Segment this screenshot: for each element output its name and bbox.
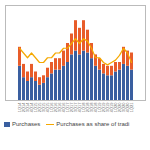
svg-text:1Q20: 1Q20: [113, 102, 119, 113]
svg-text:1Q18: 1Q18: [81, 102, 87, 113]
svg-text:3Q18: 3Q18: [89, 102, 95, 113]
svg-text:1Q17: 1Q17: [65, 102, 71, 113]
svg-text:4Q14: 4Q14: [29, 102, 35, 113]
svg-text:1Q16: 1Q16: [49, 102, 55, 113]
svg-text:4Q20: 4Q20: [125, 102, 131, 113]
svg-text:3Q20: 3Q20: [121, 102, 127, 113]
svg-text:2Q19: 2Q19: [101, 102, 107, 113]
svg-text:2Q18: 2Q18: [85, 102, 91, 113]
svg-text:4Q16: 4Q16: [61, 102, 67, 113]
svg-text:1Q14: 1Q14: [17, 102, 23, 113]
svg-text:2Q15: 2Q15: [37, 102, 43, 113]
svg-text:1Q15: 1Q15: [33, 102, 39, 113]
svg-text:1Q19: 1Q19: [97, 102, 103, 113]
svg-text:4Q18: 4Q18: [93, 102, 99, 113]
svg-text:4Q17: 4Q17: [77, 102, 83, 113]
svg-text:3Q14: 3Q14: [25, 102, 31, 113]
svg-text:2Q16: 2Q16: [53, 102, 59, 113]
svg-text:4Q19: 4Q19: [109, 102, 115, 113]
svg-text:3Q19: 3Q19: [105, 102, 111, 113]
html-text:Purchases: Purchases: [12, 121, 41, 127]
html-text:Purchases as share of tradi: Purchases as share of tradi: [56, 121, 130, 127]
svg-text:3Q17: 3Q17: [73, 102, 79, 113]
svg-text:1Q21: 1Q21: [129, 102, 134, 113]
svg-text:2Q17: 2Q17: [69, 102, 75, 113]
svg-text:4Q15: 4Q15: [45, 102, 51, 113]
svg-text:3Q15: 3Q15: [41, 102, 47, 113]
svg-text:2Q20: 2Q20: [117, 102, 123, 113]
svg-text:2Q14: 2Q14: [21, 102, 27, 113]
svg-text:3Q16: 3Q16: [57, 102, 63, 113]
